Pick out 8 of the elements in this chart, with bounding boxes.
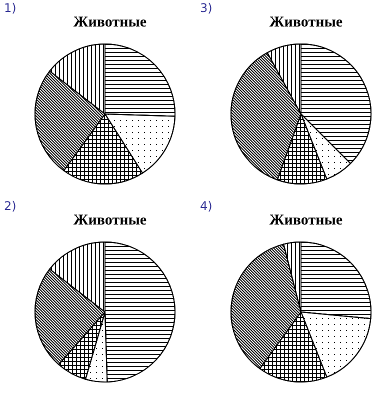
chart-title: Животные [73, 212, 147, 228]
chart-title: Животные [269, 14, 343, 30]
chart-title: Животные [269, 212, 343, 228]
text: 1) [4, 1, 16, 15]
text: 2) [4, 199, 16, 213]
chart-title: Животные [73, 14, 147, 30]
text: 4) [200, 199, 212, 213]
text: 3) [200, 1, 212, 15]
